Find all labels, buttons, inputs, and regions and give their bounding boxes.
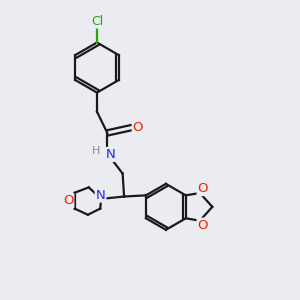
Text: N: N [96, 188, 105, 202]
Text: O: O [198, 219, 208, 232]
Text: H: H [92, 146, 100, 156]
Text: O: O [133, 121, 143, 134]
Text: N: N [105, 148, 115, 161]
Text: O: O [198, 182, 208, 195]
Text: O: O [63, 194, 74, 207]
Text: Cl: Cl [91, 14, 103, 28]
